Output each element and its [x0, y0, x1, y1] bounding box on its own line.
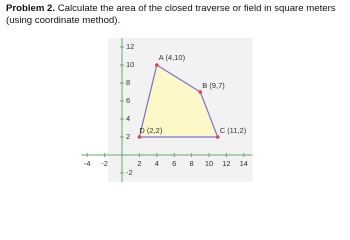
- vertex-label: C (11,2): [220, 126, 247, 135]
- y-tick-label: 12: [126, 42, 134, 51]
- vertex: [155, 63, 159, 67]
- y-tick-label: 6: [126, 96, 130, 105]
- vertex: [198, 90, 203, 94]
- y-tick-label: -2: [126, 168, 133, 177]
- problem-label: Problem 2.: [6, 3, 56, 14]
- problem-text: Calculate the area of the closed travers…: [6, 3, 336, 26]
- y-tick-label: 8: [126, 78, 130, 87]
- vertex: [137, 135, 142, 139]
- problem: Problem 2. Calculate the area of the clo…: [6, 3, 346, 27]
- x-tick-label: 4: [155, 159, 159, 168]
- x-tick-label: -2: [101, 159, 108, 168]
- y-tick-label: 2: [126, 132, 130, 141]
- x-tick-label: 8: [190, 159, 194, 168]
- vertex: [215, 135, 220, 139]
- y-tick-label: 10: [126, 60, 134, 69]
- x-tick-label: 12: [222, 159, 230, 168]
- x-tick-label: 10: [205, 159, 213, 168]
- x-tick-label: 14: [240, 159, 248, 168]
- vertex-label: A (4,10): [159, 53, 186, 62]
- vertex-label: D (2,2): [139, 126, 162, 135]
- chart: -4 -2 2 4 6 8 10 12 14 -2 2 4 6 8 10 12 A (4,10) B (9,7) C…: [81, 38, 253, 182]
- vertex-label: B (9,7): [202, 81, 225, 90]
- y-tick-label: 4: [126, 114, 130, 123]
- x-tick-label: -4: [84, 159, 91, 168]
- x-tick-label: 6: [172, 159, 176, 168]
- x-tick-label: 2: [137, 159, 141, 168]
- page: Problem 2. Calculate the area of the clo…: [6, 3, 346, 182]
